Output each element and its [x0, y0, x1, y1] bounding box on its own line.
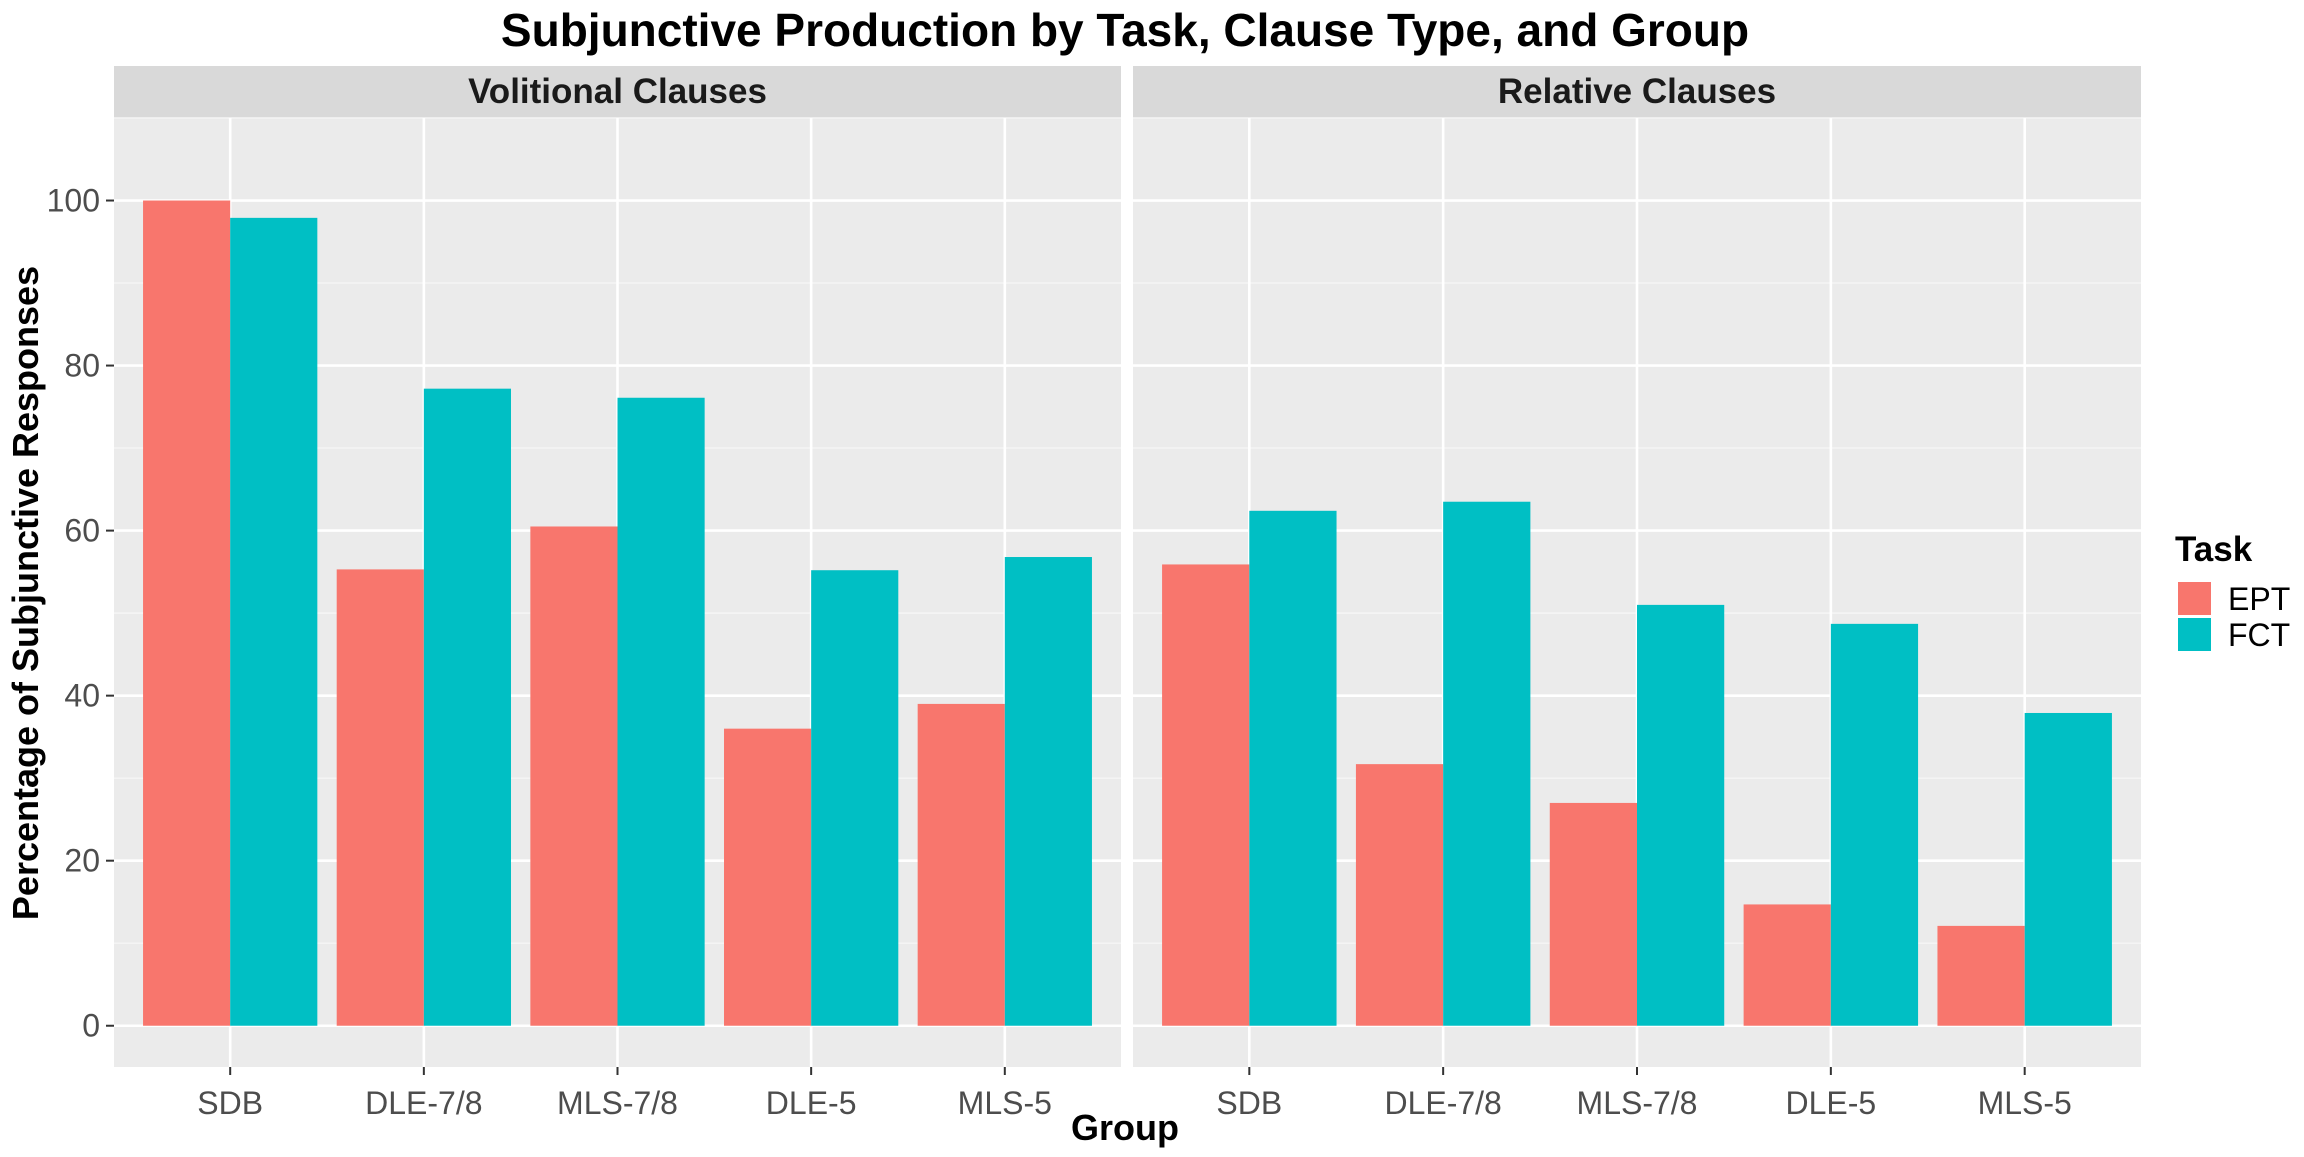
legend-label-fct: FCT [2228, 617, 2290, 653]
bar-ept-sdb [1162, 564, 1250, 1026]
chart-title: Subjunctive Production by Task, Clause T… [501, 4, 1749, 56]
bar-fct-dle-7-8 [423, 388, 511, 1026]
x-tick-label: DLE-7/8 [365, 1085, 482, 1121]
facet-panels: Volitional Clauses SDB DLE-7/8 MLS-7/8 DLE-5… [47, 66, 2141, 1121]
bar-fct-dle-7-8 [1443, 501, 1531, 1026]
bar-ept-mls-5 [917, 703, 1005, 1026]
x-tick-label: MLS-5 [958, 1085, 1052, 1121]
x-tick-label: MLS-5 [1978, 1085, 2072, 1121]
panel-strip [114, 66, 1121, 118]
bar-fct-dle-5 [811, 570, 899, 1026]
x-tick-label: SDB [1216, 1085, 1282, 1121]
legend-label-ept: EPT [2228, 581, 2290, 617]
bar-fct-sdb [1249, 510, 1337, 1026]
x-tick-label: DLE-5 [766, 1085, 857, 1121]
bar-ept-dle-5 [724, 728, 812, 1026]
bar-ept-dle-7-8 [1355, 764, 1444, 1026]
x-tick-label: MLS-7/8 [557, 1085, 678, 1121]
panel-strip-label: Volitional Clauses [468, 72, 767, 111]
panel-relative: Relative Clauses SDB DLE-7/8 MLS-7/8 DLE-5 ML… [1133, 66, 2141, 1121]
bar-ept-mls-7-8 [1549, 802, 1637, 1026]
bar-ept-dle-5 [1743, 904, 1831, 1026]
panel-strip-label: Relative Clauses [1498, 72, 1776, 111]
bar-fct-dle-5 [1830, 623, 1919, 1026]
y-axis: 0 20 40 60 80 100 [47, 183, 114, 1044]
bar-fct-mls-5 [2024, 712, 2112, 1026]
bar-ept-sdb [143, 200, 231, 1026]
x-tick-label: DLE-7/8 [1384, 1085, 1501, 1121]
y-tick-label: 100 [47, 183, 100, 219]
panel-volitional: Volitional Clauses SDB DLE-7/8 MLS-7/8 DLE-5… [114, 66, 1121, 1121]
y-tick-label: 40 [64, 678, 100, 714]
y-axis-title: Percentage of Subjunctive Responses [5, 266, 46, 920]
y-tick-label: 0 [82, 1008, 100, 1044]
bar-ept-mls-7-8 [530, 526, 618, 1026]
x-tick-label: SDB [197, 1085, 263, 1121]
x-axis-title: Group [1071, 1107, 1179, 1148]
y-tick-label: 60 [64, 513, 100, 549]
legend-key-fct [2178, 618, 2211, 651]
bar-ept-dle-7-8 [336, 569, 424, 1026]
legend-title: Task [2175, 530, 2253, 569]
x-tick-label: DLE-5 [1785, 1085, 1876, 1121]
bar-fct-mls-7-8 [617, 397, 705, 1026]
y-tick-label: 20 [64, 843, 100, 879]
bar-fct-mls-5 [1004, 557, 1092, 1026]
legend-key-ept [2178, 582, 2211, 615]
x-tick-label: MLS-7/8 [1577, 1085, 1698, 1121]
bar-fct-mls-7-8 [1637, 604, 1725, 1026]
bar-fct-sdb [230, 217, 318, 1026]
bar-ept-mls-5 [1937, 925, 2025, 1026]
y-tick-label: 80 [64, 348, 100, 384]
panel-strip [1133, 66, 2141, 118]
